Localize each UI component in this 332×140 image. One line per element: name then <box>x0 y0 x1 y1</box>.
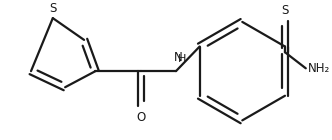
Text: N: N <box>174 51 183 64</box>
Text: NH₂: NH₂ <box>308 62 330 75</box>
Text: S: S <box>49 2 56 15</box>
Text: O: O <box>136 111 145 124</box>
Text: H: H <box>178 54 186 64</box>
Text: S: S <box>281 4 289 17</box>
